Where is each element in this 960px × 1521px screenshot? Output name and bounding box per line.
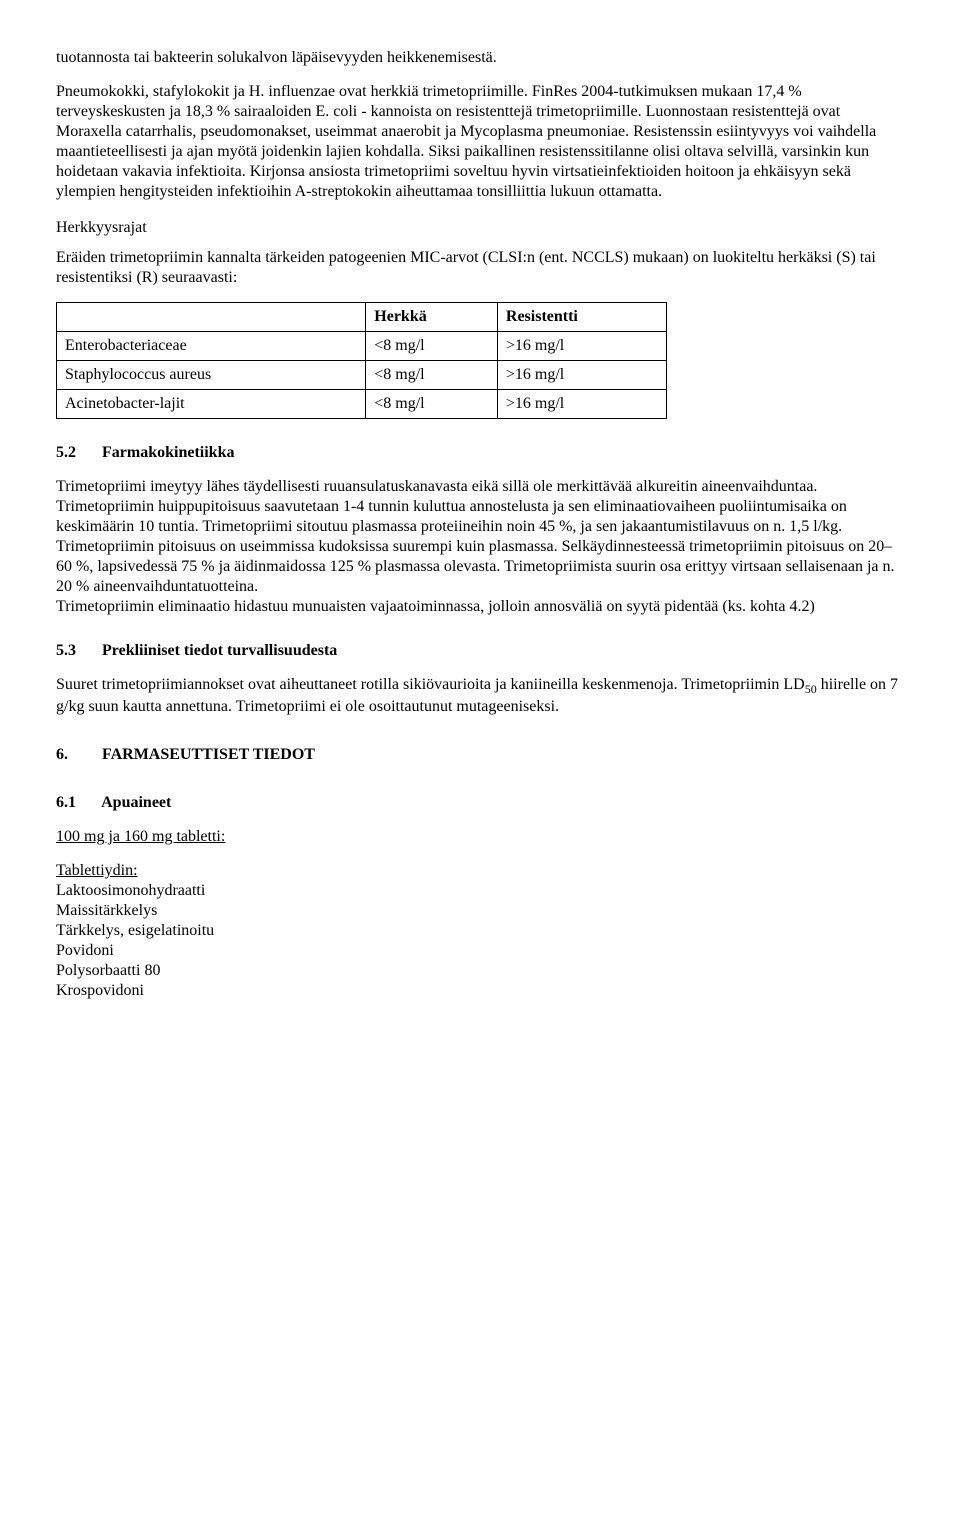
section-5-3-heading: 5.3 Prekliiniset tiedot turvallisuudesta (56, 641, 904, 661)
section-number: 6.1 (56, 793, 98, 813)
tablet-strengths-text: 100 mg ja 160 mg tabletti: (56, 828, 225, 845)
mic-sensitive: <8 mg/l (366, 361, 498, 390)
mic-resistant: >16 mg/l (497, 361, 666, 390)
ingredient: Tärkkelys, esigelatinoitu (56, 921, 904, 941)
mic-resistant: >16 mg/l (497, 332, 666, 361)
ingredient-list: Laktoosimonohydraatti Maissitärkkelys Tä… (56, 881, 904, 1001)
section-number: 6. (56, 745, 98, 765)
ingredient: Polysorbaatti 80 (56, 961, 904, 981)
tablet-strengths-label: 100 mg ja 160 mg tabletti: (56, 827, 904, 847)
section-number: 5.3 (56, 641, 98, 661)
section-title: Farmakokinetiikka (102, 444, 234, 461)
intro-paragraph: Pneumokokki, stafylokokit ja H. influenz… (56, 82, 904, 202)
preclinical-text-pre: Suuret trimetopriimiannokset ovat aiheut… (56, 676, 805, 693)
table-header-herkka: Herkkä (366, 303, 498, 332)
herkkyys-heading: Herkkyysrajat (56, 218, 904, 238)
mic-pathogen: Staphylococcus aureus (57, 361, 366, 390)
ingredient: Povidoni (56, 941, 904, 961)
pk-paragraph-1: Trimetopriimi imeytyy lähes täydellisest… (56, 477, 904, 597)
section-title: Prekliiniset tiedot turvallisuudesta (102, 642, 337, 659)
herkkyys-intro: Eräiden trimetopriimin kannalta tärkeide… (56, 248, 904, 288)
mic-pathogen: Acinetobacter-lajit (57, 390, 366, 419)
ingredient: Laktoosimonohydraatti (56, 881, 904, 901)
table-header-empty (57, 303, 366, 332)
table-header-row: Herkkä Resistentti (57, 303, 667, 332)
mic-pathogen: Enterobacteriaceae (57, 332, 366, 361)
mic-table: Herkkä Resistentti Enterobacteriaceae <8… (56, 302, 667, 419)
section-6-1-heading: 6.1 Apuaineet (56, 793, 904, 813)
section-title: FARMASEUTTISET TIEDOT (102, 746, 315, 763)
tablet-core-text: Tablettiydin: (56, 862, 138, 879)
section-6-heading: 6. FARMASEUTTISET TIEDOT (56, 745, 904, 765)
table-row: Staphylococcus aureus <8 mg/l >16 mg/l (57, 361, 667, 390)
ingredient: Krospovidoni (56, 981, 904, 1001)
mic-sensitive: <8 mg/l (366, 332, 498, 361)
mic-sensitive: <8 mg/l (366, 390, 498, 419)
section-number: 5.2 (56, 443, 98, 463)
section-5-2-heading: 5.2 Farmakokinetiikka (56, 443, 904, 463)
section-title: Apuaineet (101, 794, 171, 811)
ld50-subscript: 50 (805, 682, 817, 696)
pk-paragraph-2: Trimetopriimin eliminaatio hidastuu munu… (56, 597, 904, 617)
mic-resistant: >16 mg/l (497, 390, 666, 419)
ingredient: Maissitärkkelys (56, 901, 904, 921)
table-row: Acinetobacter-lajit <8 mg/l >16 mg/l (57, 390, 667, 419)
preclinical-paragraph: Suuret trimetopriimiannokset ovat aiheut… (56, 675, 904, 717)
table-row: Enterobacteriaceae <8 mg/l >16 mg/l (57, 332, 667, 361)
tablet-core-label: Tablettiydin: (56, 861, 904, 881)
table-header-resistentti: Resistentti (497, 303, 666, 332)
intro-fragment: tuotannosta tai bakteerin solukalvon läp… (56, 48, 904, 68)
